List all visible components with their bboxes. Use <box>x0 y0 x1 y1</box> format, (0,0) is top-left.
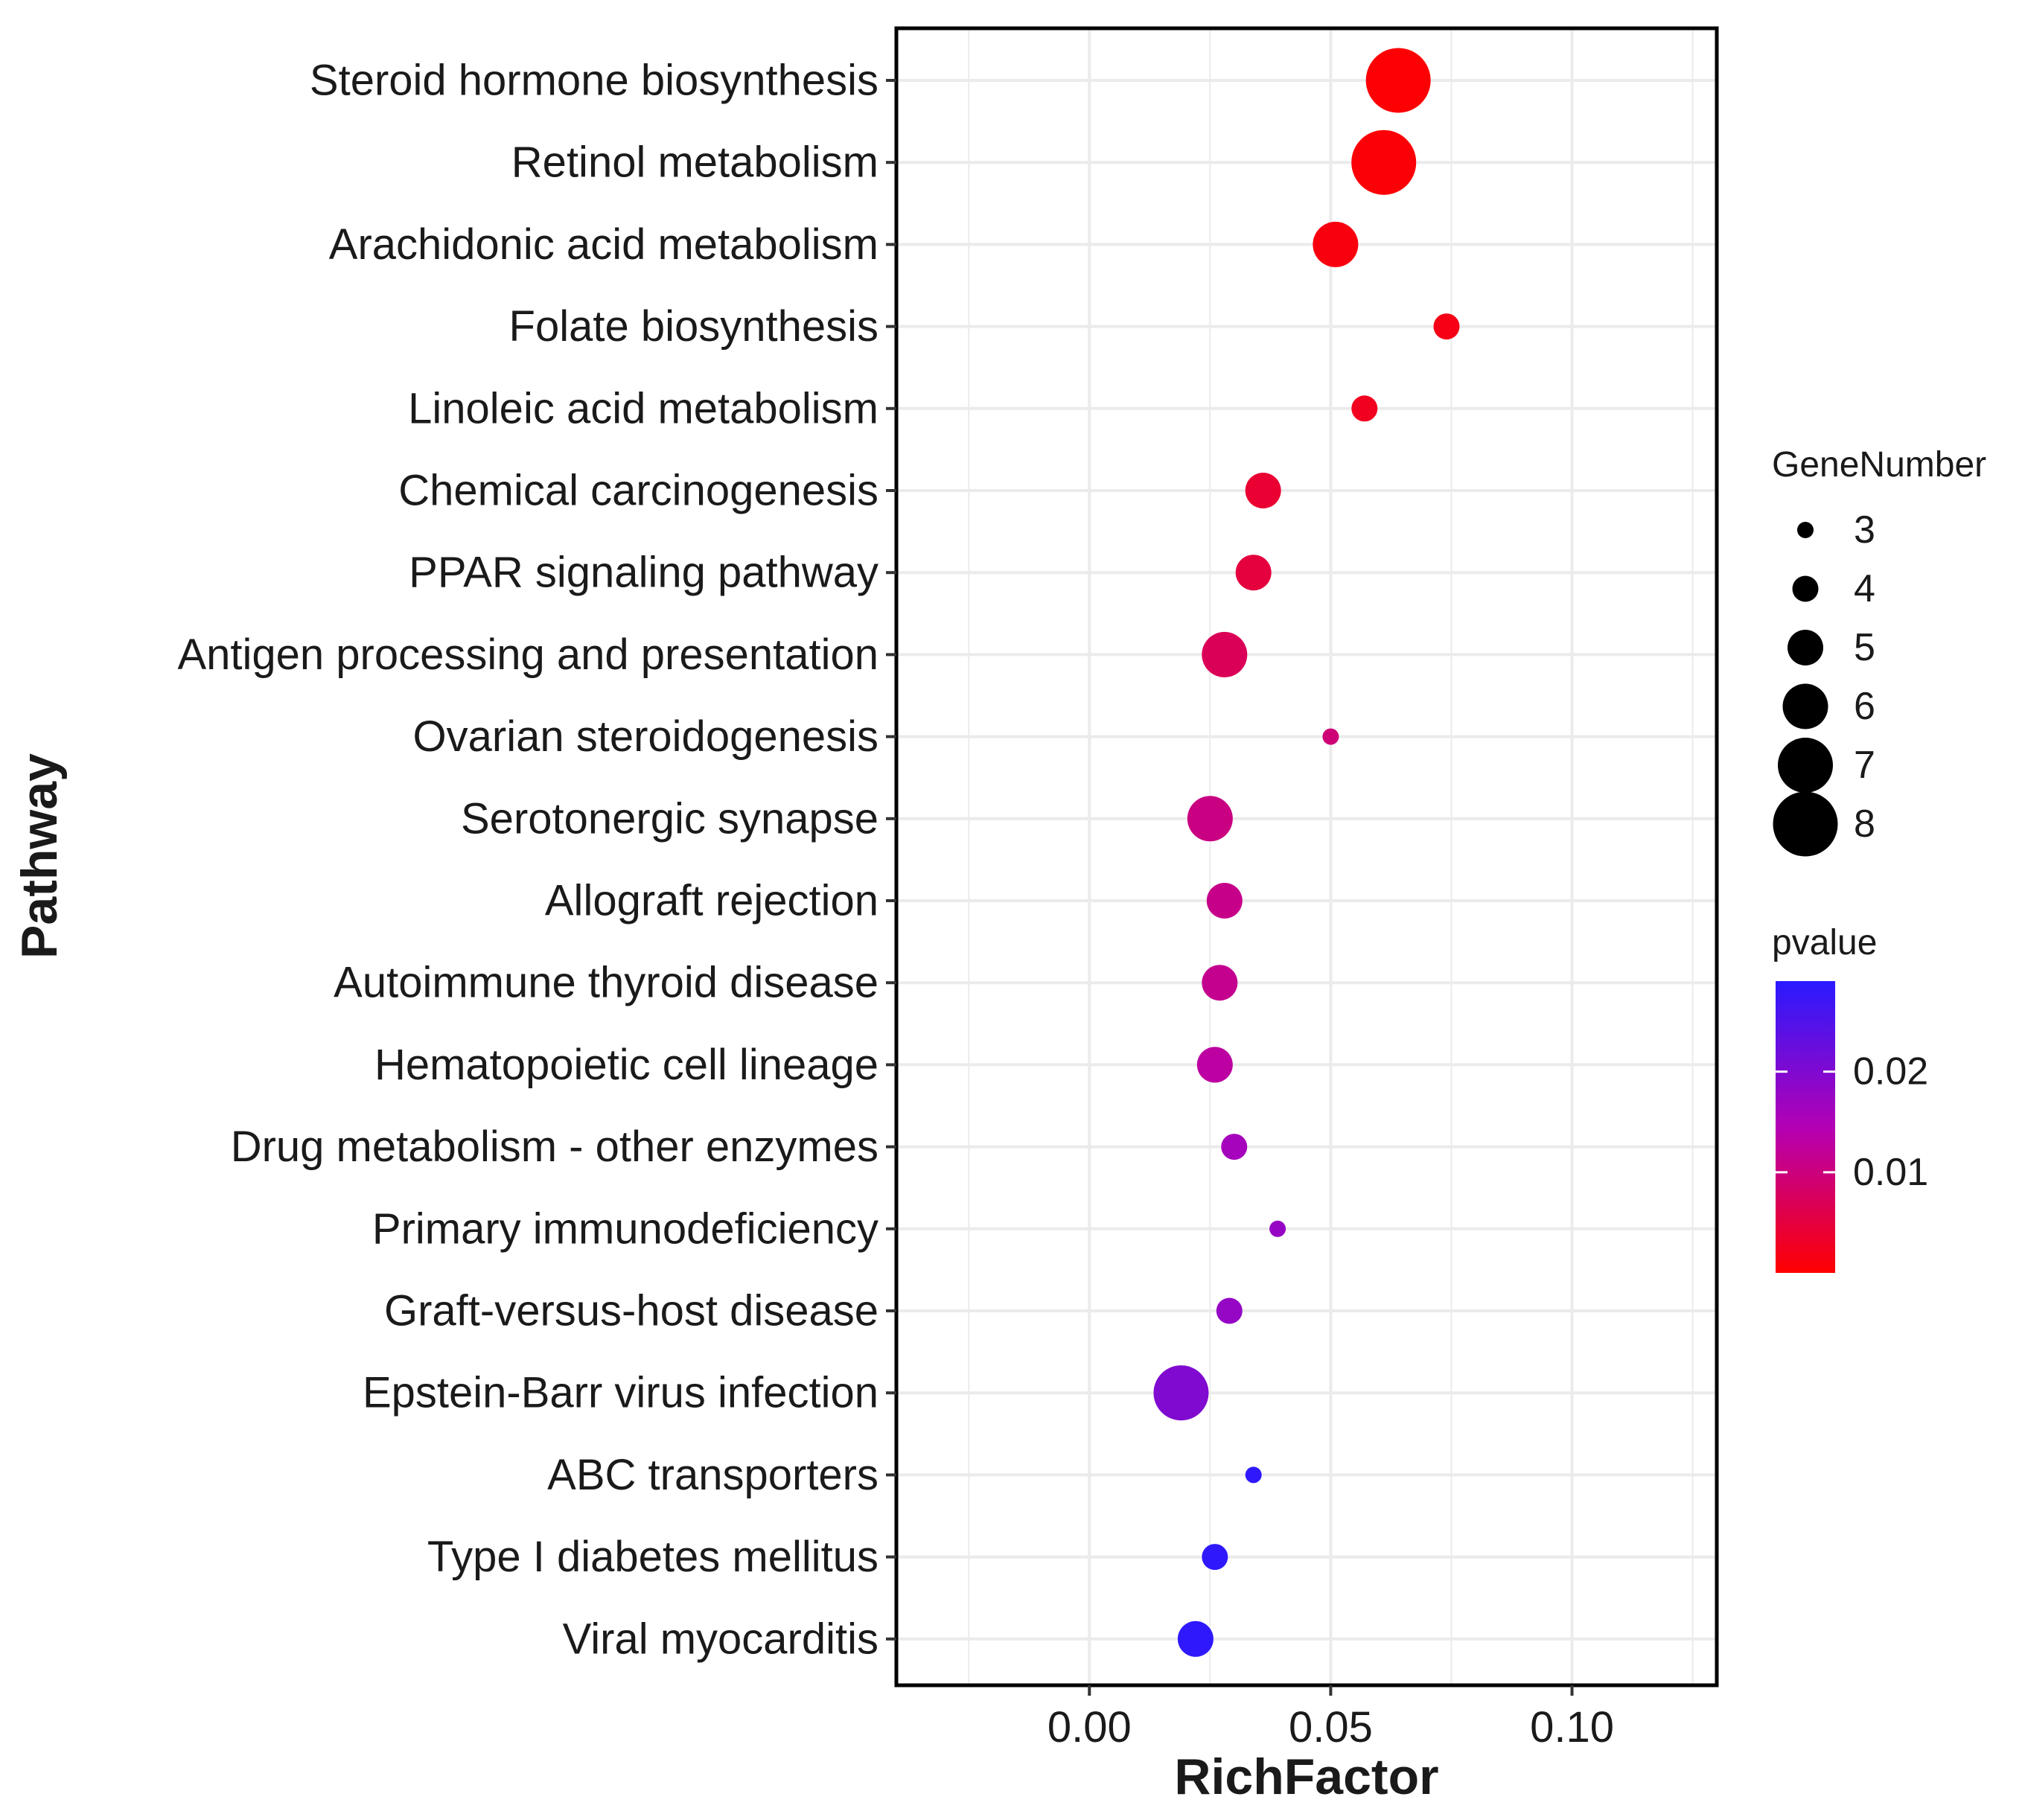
y-tick-label: Type I diabetes mellitus <box>427 1533 878 1581</box>
y-tick-label: Linoleic acid metabolism <box>408 384 878 432</box>
data-point <box>1187 796 1233 842</box>
y-tick-label: Folate biosynthesis <box>509 302 878 351</box>
y-tick-label: Viral myocarditis <box>563 1615 878 1663</box>
x-axis: 0.00 0.05 0.10 <box>1047 1685 1614 1752</box>
pvalue-colorbar <box>1776 981 1835 1273</box>
gene-number-legend-key <box>1782 683 1828 729</box>
y-axis: Steroid hormone biosynthesis Retinol meta… <box>177 57 896 1663</box>
plot-frame <box>894 26 1719 1688</box>
data-point <box>1322 728 1339 745</box>
y-tick-label: Chemical carcinogenesis <box>398 467 878 515</box>
y-tick-label: Steroid hormone biosynthesis <box>310 57 878 105</box>
data-point <box>1202 631 1248 677</box>
y-tick-label: PPAR signaling pathway <box>409 549 878 597</box>
y-tick-label: Epstein-Barr virus infection <box>363 1369 878 1417</box>
gene-number-legend-key <box>1788 630 1823 665</box>
y-tick-label: Autoimmune thyroid disease <box>334 959 878 1007</box>
y-tick-label: Primary immunodeficiency <box>372 1204 878 1253</box>
data-point <box>1177 1621 1214 1657</box>
y-tick-label: Arachidonic acid metabolism <box>329 220 878 269</box>
y-tick-label: ABC transporters <box>547 1451 878 1499</box>
pvalue-tick-label: 0.01 <box>1853 1151 1928 1194</box>
data-point <box>1245 473 1281 508</box>
data-points <box>1153 48 1460 1657</box>
pvalue-legend: pvalue 0.02 0.01 <box>1772 923 1928 1273</box>
data-point <box>1351 395 1378 422</box>
x-axis-title: RichFactor <box>1174 1749 1438 1805</box>
gene-number-legend-key <box>1797 522 1814 538</box>
data-point <box>1206 883 1243 919</box>
gene-number-legend-label: 4 <box>1854 567 1875 610</box>
x-tick-label: 0.10 <box>1530 1703 1614 1752</box>
y-tick-label: Allograft rejection <box>545 877 878 925</box>
data-point <box>1216 1297 1243 1324</box>
grid-lines <box>896 28 1717 1685</box>
data-point <box>1196 1047 1233 1083</box>
data-point <box>1221 1134 1248 1160</box>
gene-number-legend-key <box>1778 738 1833 793</box>
data-point <box>1313 221 1359 267</box>
data-point <box>1269 1220 1286 1237</box>
pvalue-tick-label: 0.02 <box>1853 1050 1928 1093</box>
y-tick-label: Antigen processing and presentation <box>177 630 878 679</box>
data-point <box>1202 1544 1228 1571</box>
gene-number-legend-title: GeneNumber <box>1772 445 1986 485</box>
y-tick-label: Drug metabolism - other enzymes <box>231 1123 878 1171</box>
y-tick-label: Serotonergic synapse <box>461 794 878 843</box>
gene-number-legend: GeneNumber 3 4 5 6 7 8 <box>1772 445 1986 857</box>
gene-number-legend-label: 3 <box>1854 508 1875 552</box>
y-tick-label: Ovarian steroidogenesis <box>413 712 878 761</box>
y-tick-label: Retinol metabolism <box>511 138 878 187</box>
y-tick-label: Hematopoietic cell lineage <box>374 1041 878 1089</box>
x-tick-label: 0.05 <box>1289 1703 1373 1752</box>
data-point <box>1245 1466 1262 1484</box>
data-point <box>1202 965 1238 1001</box>
y-tick-label: Graft-versus-host disease <box>384 1287 878 1335</box>
data-point <box>1365 48 1431 113</box>
y-axis-title: Pathway <box>11 753 68 959</box>
data-point <box>1433 313 1460 340</box>
gene-number-legend-key <box>1792 575 1819 602</box>
gene-number-legend-label: 8 <box>1854 802 1875 846</box>
gene-number-legend-label: 7 <box>1854 744 1875 787</box>
gene-number-legend-label: 6 <box>1854 685 1875 728</box>
x-tick-label: 0.00 <box>1047 1703 1132 1752</box>
data-point <box>1153 1365 1209 1421</box>
data-point <box>1235 555 1272 591</box>
pvalue-legend-title: pvalue <box>1772 923 1877 962</box>
gene-number-legend-key <box>1773 791 1838 857</box>
gene-number-legend-label: 5 <box>1854 626 1875 669</box>
data-point <box>1351 130 1417 195</box>
